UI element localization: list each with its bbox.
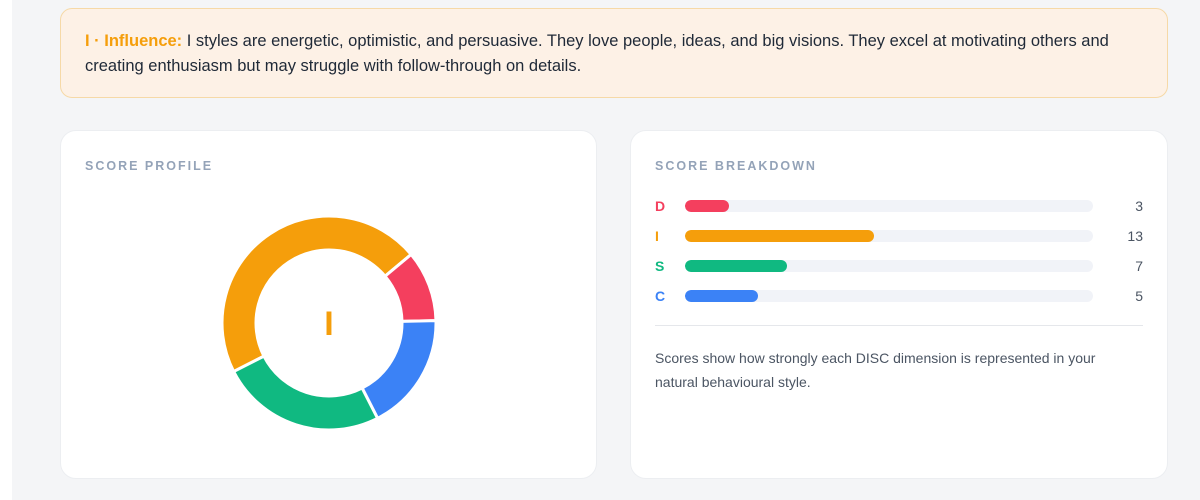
score-profile-card: SCORE PROFILE I	[60, 130, 597, 479]
score-letter: C	[655, 288, 666, 304]
donut-slice-s	[231, 354, 380, 432]
score-value: 5	[1135, 288, 1143, 304]
score-track	[685, 200, 1093, 212]
score-track	[685, 230, 1093, 242]
style-lead: I · Influence:	[85, 32, 183, 50]
score-donut-chart: I	[220, 214, 438, 432]
score-bars: D 3 I 13 S 7 C 5	[655, 198, 1143, 318]
score-value: 13	[1127, 228, 1143, 244]
score-letter: I	[655, 228, 659, 244]
score-row-d: D 3	[655, 198, 1143, 228]
score-row-c: C 5	[655, 288, 1143, 318]
score-value: 7	[1135, 258, 1143, 274]
score-breakdown-title: SCORE BREAKDOWN	[655, 159, 817, 173]
donut-center-label: I	[324, 305, 333, 343]
score-letter: D	[655, 198, 666, 214]
score-row-s: S 7	[655, 258, 1143, 288]
score-bar-fill	[685, 200, 729, 212]
score-bar-fill	[685, 260, 787, 272]
style-description: I styles are energetic, optimistic, and …	[85, 32, 1109, 75]
breakdown-divider	[655, 325, 1143, 326]
breakdown-note: Scores show how strongly each DISC dimen…	[655, 350, 1096, 390]
score-track	[685, 290, 1093, 302]
style-description-banner: I · Influence: I styles are energetic, o…	[60, 8, 1168, 98]
score-row-i: I 13	[655, 228, 1143, 258]
score-value: 3	[1135, 198, 1143, 214]
score-bar-fill	[685, 290, 758, 302]
score-profile-title: SCORE PROFILE	[85, 159, 214, 173]
score-letter: S	[655, 258, 665, 274]
left-panel-edge	[0, 0, 12, 500]
score-track	[685, 260, 1093, 272]
donut-slice-c	[360, 319, 438, 421]
score-breakdown-card: SCORE BREAKDOWN D 3 I 13 S 7 C 5 Scores …	[630, 130, 1168, 479]
donut-slice-i	[220, 214, 414, 374]
score-bar-fill	[685, 230, 875, 242]
